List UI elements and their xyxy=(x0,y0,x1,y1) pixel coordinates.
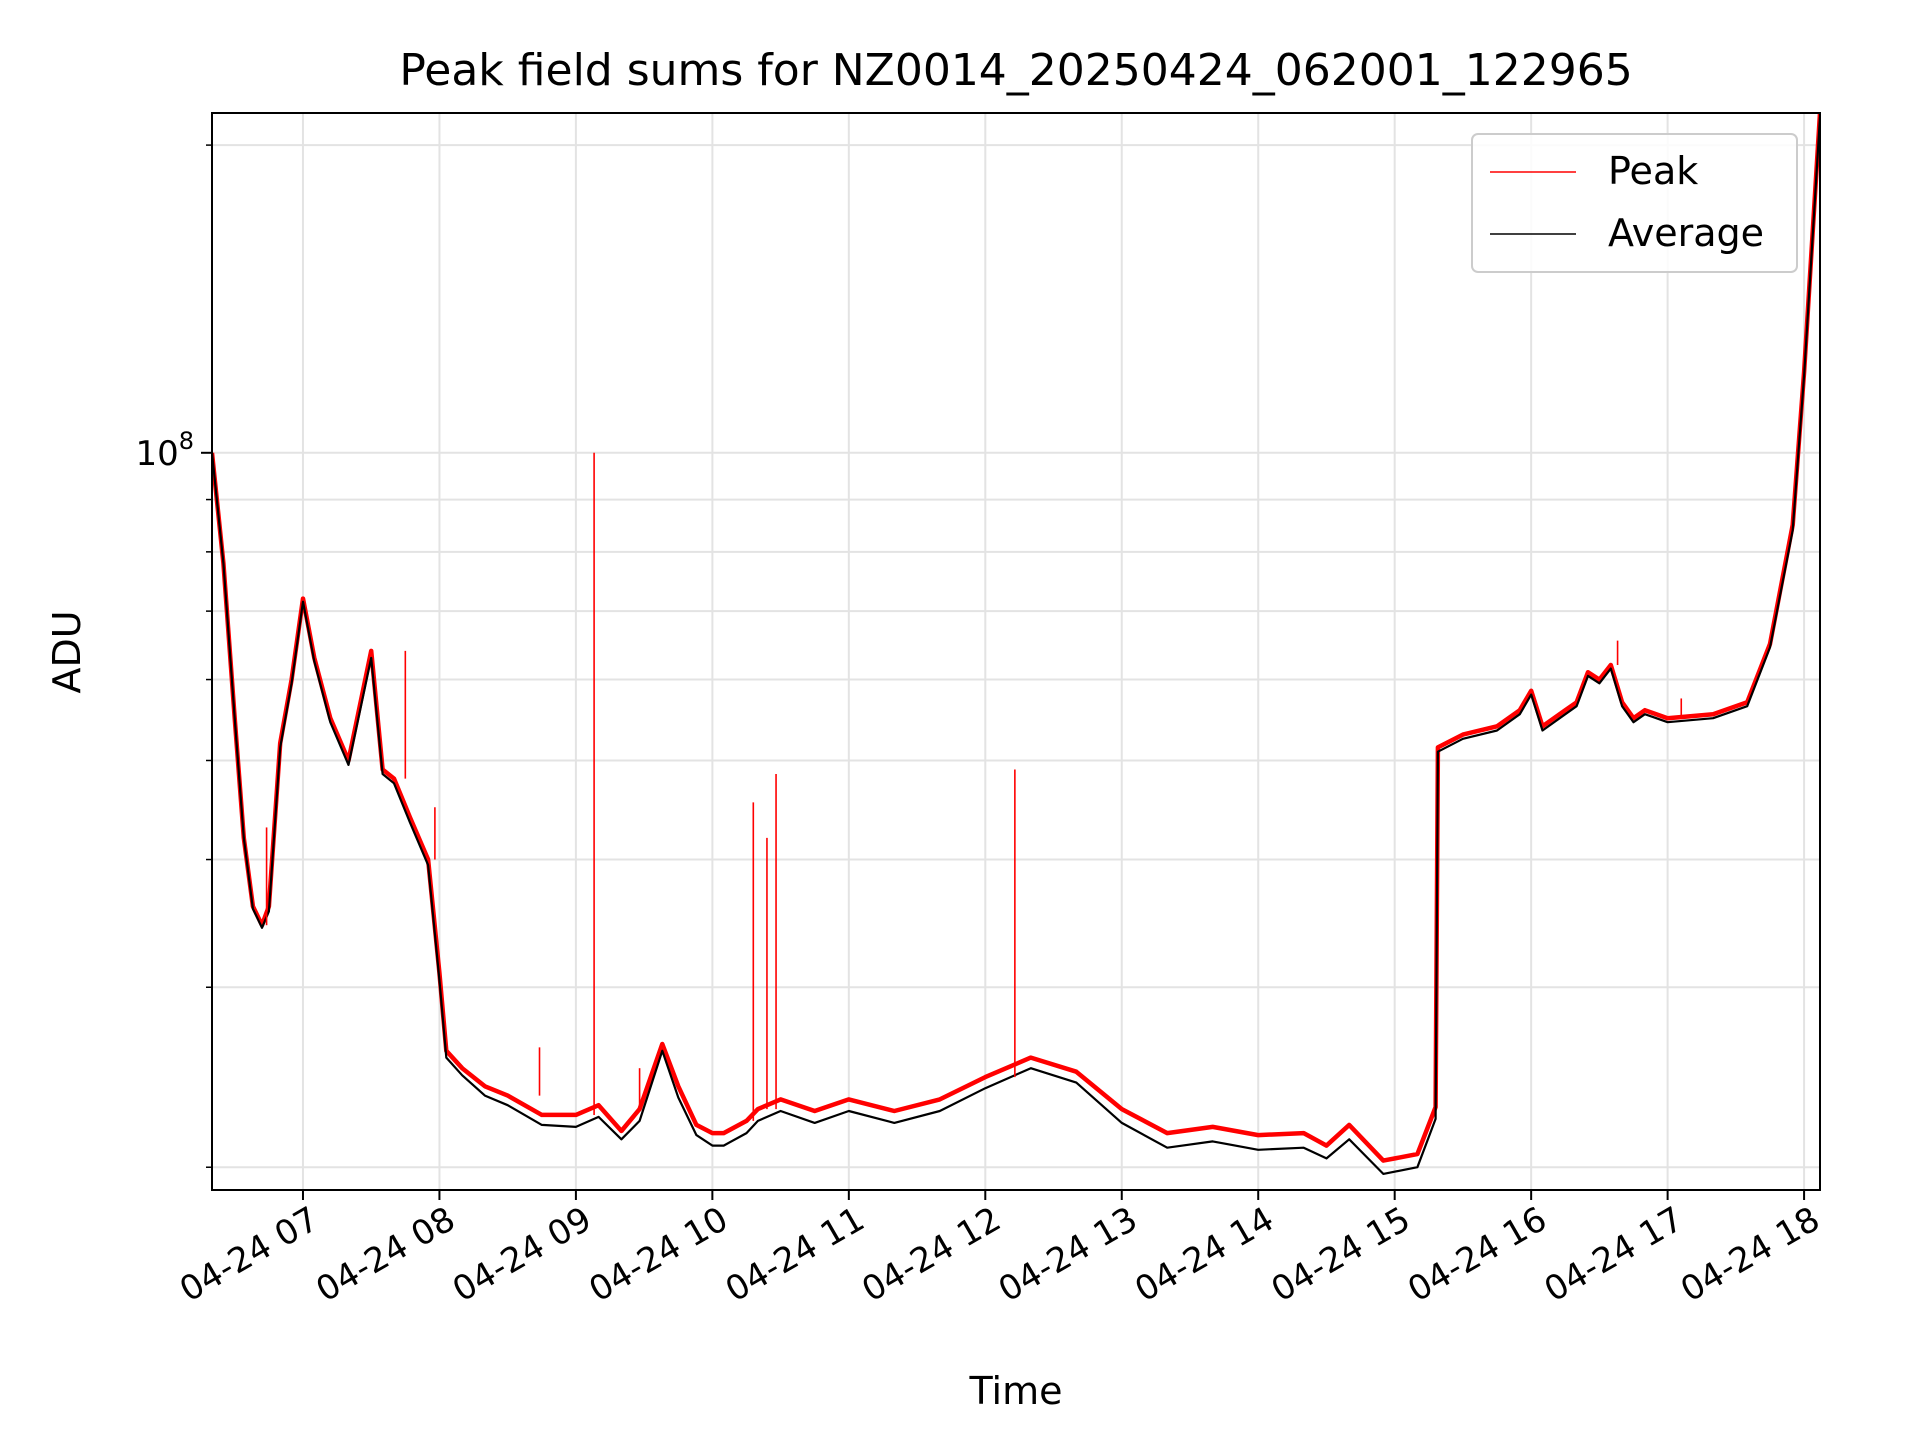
y-axis-ticks: 108 xyxy=(135,144,212,1168)
chart-title: Peak field sums for NZ0014_20250424_0620… xyxy=(399,45,1632,96)
legend-label-average: Average xyxy=(1608,211,1764,255)
series-line-average xyxy=(212,117,1820,1176)
legend-label-peak: Peak xyxy=(1608,149,1698,193)
x-axis-label: Time xyxy=(969,1369,1063,1413)
plot-series xyxy=(212,113,1820,1176)
legend: Peak Average xyxy=(1471,133,1798,273)
y-tick-label: 108 xyxy=(135,427,194,474)
y-axis-label: ADU xyxy=(45,610,89,693)
plot-frame xyxy=(211,112,1821,1191)
legend-box xyxy=(1471,133,1798,273)
grid-lines xyxy=(212,113,1820,1190)
